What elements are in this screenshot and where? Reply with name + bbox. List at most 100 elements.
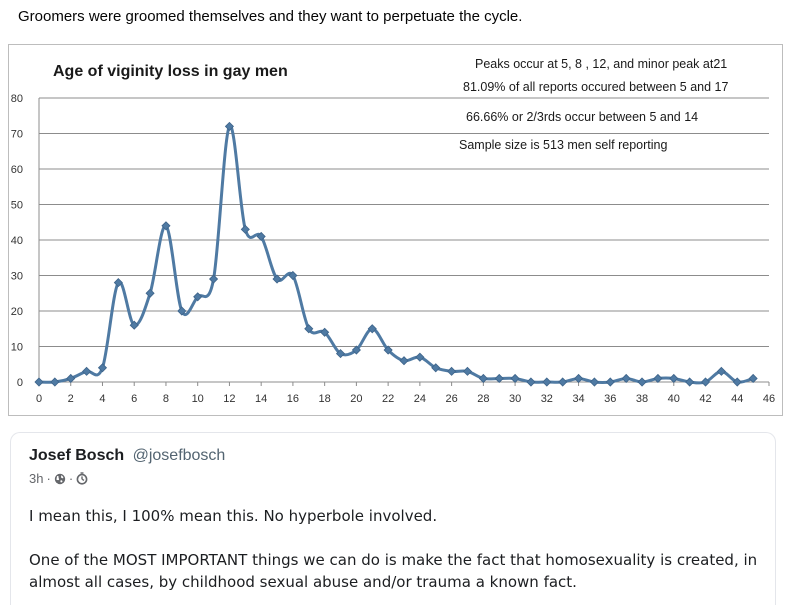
y-tick-label: 10 [11,342,23,354]
x-tick-label: 4 [99,393,105,405]
data-point [335,349,346,359]
y-tick-label: 70 [11,129,23,141]
data-point [589,377,600,387]
data-point [494,373,504,384]
x-tick-label: 2 [68,393,74,405]
data-point [462,366,473,376]
x-tick-label: 26 [445,393,457,405]
data-point [320,327,330,337]
data-point [383,345,393,355]
data-point [399,356,409,366]
y-tick-label: 40 [11,235,23,247]
data-point [82,366,92,376]
y-tick-label: 0 [17,377,23,389]
globe-icon [54,473,66,485]
data-point [637,377,647,387]
data-point [113,278,123,288]
data-point [288,270,298,281]
data-point [177,306,187,316]
x-tick-label: 36 [604,393,616,405]
data-point [685,377,695,387]
x-tick-label: 34 [572,393,584,405]
data-point [558,377,568,387]
data-point [605,377,615,387]
x-tick-label: 6 [131,393,137,405]
data-point [748,373,758,384]
data-point [240,224,250,234]
data-point [351,345,361,355]
x-tick-label: 28 [477,393,489,405]
data-point [304,324,314,334]
chart-annotation: 81.09% of all reports occured between 5 … [463,80,729,94]
data-point [50,377,60,387]
data-point [510,373,520,384]
data-point [97,363,108,373]
x-tick-label: 42 [699,393,711,405]
post-text: Groomers were groomed themselves and the… [18,8,523,25]
chart-image: 0 10 20 30 40 50 60 70 80 0 2 4 6 8 10 12 14 16 18 20 22 24 26… [8,44,783,416]
y-tick-label: 80 [11,93,23,105]
series-line [38,124,754,385]
data-point [478,373,488,384]
x-tick-label: 44 [731,393,743,405]
data-point [66,373,76,384]
x-tick-label: 12 [223,393,235,405]
x-tick-label: 24 [414,393,426,405]
x-tick-label: 16 [287,393,299,405]
data-point [367,324,377,334]
data-point [732,377,742,387]
x-tick-label: 18 [319,393,331,405]
x-tick-label: 0 [36,393,42,405]
data-point [129,320,139,330]
x-tick-label: 22 [382,393,394,405]
post-meta: 3h · · [29,471,88,486]
meta-separator: · [46,471,51,486]
author-handle[interactable]: @josefbosch [132,447,226,464]
data-point [256,231,266,242]
author-line[interactable]: Josef Bosch @josefbosch [29,447,225,465]
author-name[interactable]: Josef Bosch [29,447,125,464]
chart-annotation: 66.66% or 2/3rds occur between 5 and 14 [466,110,698,124]
x-tick-label: 40 [668,393,680,405]
x-tick-label: 10 [192,393,204,405]
x-tick-label: 38 [636,393,648,405]
x-tick-label: 46 [763,393,775,405]
data-point [145,288,155,298]
quote-paragraph-1: I mean this, I 100% mean this. No hyperb… [29,507,438,525]
data-point [224,121,235,131]
data-point [431,363,441,373]
y-tick-label: 60 [11,164,23,176]
data-point [669,373,679,384]
data-point [161,221,171,231]
x-tick-label: 32 [541,393,553,405]
y-tick-label: 30 [11,271,23,283]
data-point [272,274,282,284]
data-point [526,377,536,387]
post-time[interactable]: 3h [29,471,44,486]
meta-separator: · [68,471,74,486]
data-point [653,373,663,384]
data-point [542,377,552,387]
data-point [716,366,726,376]
chart-annotation: Peaks occur at 5, 8 , 12, and minor peak… [475,57,727,71]
data-point [621,373,631,384]
x-tick-label: 8 [163,393,169,405]
y-tick-label: 20 [11,306,23,318]
x-tick-label: 30 [509,393,521,405]
quote-paragraph-2: One of the MOST IMPORTANT things we can … [29,551,758,591]
chart-annotation: Sample size is 513 men self reporting [459,138,667,152]
chart-title: Age of viginity loss in gay men [53,63,288,80]
clock-icon [76,472,88,485]
quoted-post-body: I mean this, I 100% mean this. No hyperb… [29,505,769,615]
data-point [34,377,44,387]
x-tick-label: 14 [255,393,267,405]
x-tick-label: 20 [350,393,362,405]
quoted-post-card[interactable]: Josef Bosch @josefbosch 3h · · I mean th… [10,432,776,605]
data-point [193,292,203,302]
data-point [700,377,711,387]
data-point [415,352,425,362]
data-point [208,274,219,284]
data-point [447,366,457,376]
data-point [573,373,584,384]
